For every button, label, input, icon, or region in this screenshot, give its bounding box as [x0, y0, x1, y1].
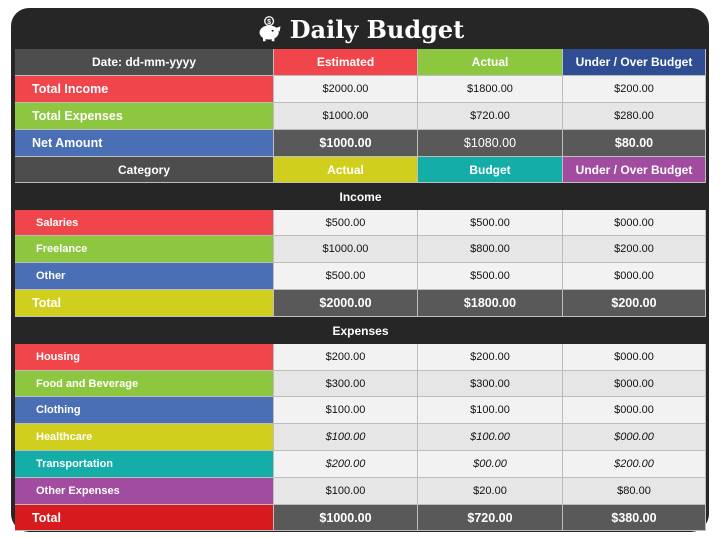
cell-value: $1000.00 [274, 103, 418, 130]
cell-value: $720.00 [418, 103, 563, 130]
cell-value: $100.00 [418, 397, 563, 424]
cell-value: $500.00 [274, 210, 418, 236]
category-header-row: Category Actual Budget Under / Over Budg… [15, 157, 706, 183]
piggy-bank-icon: $ [259, 16, 281, 42]
cell-value: $800.00 [418, 236, 563, 263]
cell-value: $000.00 [563, 210, 706, 236]
income-total-row: Total $2000.00 $1800.00 $200.00 [15, 290, 706, 317]
cell-value: $500.00 [418, 210, 563, 236]
cell-value: $1800.00 [418, 76, 563, 103]
cell-value: $200.00 [563, 290, 706, 317]
cell-value: $280.00 [563, 103, 706, 130]
cell-value: $1000.00 [274, 505, 418, 531]
title-text: Daily Budget [289, 14, 465, 44]
budget-header: Budget [418, 157, 563, 183]
cell-value: $000.00 [563, 263, 706, 290]
cell-value: $100.00 [274, 424, 418, 451]
row-label: Total [15, 290, 274, 317]
cell-value: $80.00 [563, 130, 706, 157]
expenses-section-title: Expenses [15, 317, 706, 345]
cell-value: $20.00 [418, 478, 563, 505]
summary-header-row: Date: dd-mm-yyyy Estimated Actual Under … [15, 49, 706, 76]
cell-value: $1000.00 [274, 130, 418, 157]
cell-value: $200.00 [418, 344, 563, 371]
actual-header: Actual [274, 157, 418, 183]
cell-value: $200.00 [563, 451, 706, 478]
row-label: Total Expenses [15, 103, 274, 130]
cell-value: $000.00 [563, 397, 706, 424]
cell-value: $380.00 [563, 505, 706, 531]
cell-value: $500.00 [274, 263, 418, 290]
row-label: Freelance [15, 236, 274, 263]
cell-value: $200.00 [563, 236, 706, 263]
row-label: Food and Beverage [15, 371, 274, 397]
svg-text:$: $ [267, 19, 271, 26]
table-row: Salaries $500.00 $500.00 $000.00 [15, 210, 706, 236]
cell-value: $2000.00 [274, 76, 418, 103]
under-over-header: Under / Over Budget [563, 157, 706, 183]
actual-header: Actual [418, 49, 563, 76]
row-label: Transportation [15, 451, 274, 478]
table-row: Freelance $1000.00 $800.00 $200.00 [15, 236, 706, 263]
category-header: Category [15, 157, 274, 183]
cell-value: $500.00 [418, 263, 563, 290]
cell-value: $200.00 [563, 76, 706, 103]
cell-value: $100.00 [418, 424, 563, 451]
cell-value: $100.00 [274, 397, 418, 424]
table-row: Healthcare $100.00 $100.00 $000.00 [15, 424, 706, 451]
table-row: Other $500.00 $500.00 $000.00 [15, 263, 706, 290]
cell-value: $200.00 [274, 451, 418, 478]
cell-value: $000.00 [563, 371, 706, 397]
cell-value: $00.00 [418, 451, 563, 478]
row-label: Clothing [15, 397, 274, 424]
cell-value: $000.00 [563, 344, 706, 371]
table-row: Other Expenses $100.00 $20.00 $80.00 [15, 478, 706, 505]
row-label: Other Expenses [15, 478, 274, 505]
cell-value: $80.00 [563, 478, 706, 505]
row-label: Total [15, 505, 274, 531]
under-over-header: Under / Over Budget [563, 49, 706, 76]
row-label: Net Amount [15, 130, 274, 157]
table-row: Total Expenses $1000.00 $720.00 $280.00 [15, 103, 706, 130]
cell-value: $2000.00 [274, 290, 418, 317]
cell-value: $1800.00 [418, 290, 563, 317]
estimated-header: Estimated [274, 49, 418, 76]
table-row: Clothing $100.00 $100.00 $000.00 [15, 397, 706, 424]
cell-value: $1080.00 [418, 130, 563, 157]
table-row: Food and Beverage $300.00 $300.00 $000.0… [15, 371, 706, 397]
page-title: $ Daily Budget [0, 11, 720, 47]
cell-value: $300.00 [274, 371, 418, 397]
income-section-title: Income [15, 183, 706, 211]
cell-value: $720.00 [418, 505, 563, 531]
expenses-total-row: Total $1000.00 $720.00 $380.00 [15, 505, 706, 531]
cell-value: $200.00 [274, 344, 418, 371]
cell-value: $1000.00 [274, 236, 418, 263]
row-label: Healthcare [15, 424, 274, 451]
date-label: Date: dd-mm-yyyy [15, 49, 274, 76]
cell-value: $300.00 [418, 371, 563, 397]
table-row: Housing $200.00 $200.00 $000.00 [15, 344, 706, 371]
row-label: Housing [15, 344, 274, 371]
cell-value: $100.00 [274, 478, 418, 505]
row-label: Other [15, 263, 274, 290]
table-row: Total Income $2000.00 $1800.00 $200.00 [15, 76, 706, 103]
table-row: Transportation $200.00 $00.00 $200.00 [15, 451, 706, 478]
cell-value: $000.00 [563, 424, 706, 451]
row-label: Salaries [15, 210, 274, 236]
table-row: Net Amount $1000.00 $1080.00 $80.00 [15, 130, 706, 157]
row-label: Total Income [15, 76, 274, 103]
